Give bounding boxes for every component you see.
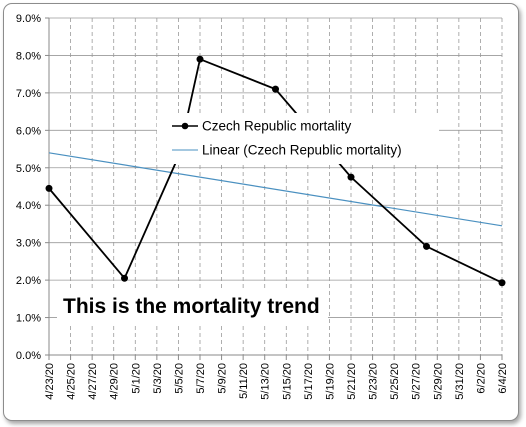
x-tick-label: 5/9/20 xyxy=(217,363,229,394)
x-tick-label: 4/23/20 xyxy=(44,363,56,400)
y-tick-label: 9.0% xyxy=(16,13,41,25)
data-point xyxy=(498,279,506,287)
x-tick-label: 5/5/20 xyxy=(173,363,185,394)
legend: Czech Republic mortality Linear (Czech R… xyxy=(157,113,439,164)
y-tick-label: 8.0% xyxy=(16,50,41,62)
data-point xyxy=(45,184,53,192)
data-point xyxy=(272,85,279,93)
x-tick-label: 6/2/20 xyxy=(475,363,487,394)
x-tick-label: 4/29/20 xyxy=(109,363,121,400)
y-tick-label: 4.0% xyxy=(16,200,41,212)
y-tick-label: 7.0% xyxy=(16,88,41,100)
y-tick-label: 2.0% xyxy=(16,275,41,287)
x-tick-label: 5/11/20 xyxy=(238,363,250,399)
x-tick-label: 5/19/20 xyxy=(324,363,336,400)
data-point xyxy=(423,242,430,250)
x-tick-label: 5/21/20 xyxy=(346,363,358,400)
x-tick-label: 5/7/20 xyxy=(195,363,207,394)
data-point xyxy=(121,274,128,282)
mortality-line xyxy=(48,57,503,284)
x-tick-label: 5/25/20 xyxy=(389,363,401,400)
annotation-text: This is the mortality trend xyxy=(57,290,328,324)
x-tick-label: 5/31/20 xyxy=(454,363,466,400)
x-tick-label: 5/1/20 xyxy=(130,363,142,394)
x-tick-label: 5/29/20 xyxy=(432,363,444,400)
x-tick-label: 4/27/20 xyxy=(87,363,99,400)
x-tick-label: 5/3/20 xyxy=(152,363,164,394)
y-tick-label: 0.0% xyxy=(16,350,41,362)
trendline xyxy=(48,152,503,227)
x-tick-label: 4/25/20 xyxy=(66,363,78,400)
y-tick-label: 6.0% xyxy=(16,125,41,137)
y-tick-label: 1.0% xyxy=(16,313,41,325)
y-tick-label: 5.0% xyxy=(16,163,41,175)
legend-marker-mortality-dot xyxy=(181,122,189,130)
x-tick-label: 5/15/20 xyxy=(281,363,293,400)
data-point xyxy=(347,173,355,181)
legend-label-trendline: Linear (Czech Republic mortality) xyxy=(202,143,402,158)
x-tick-label: 5/23/20 xyxy=(368,363,380,400)
x-tick-label: 6/4/20 xyxy=(497,363,509,394)
legend-label-mortality: Czech Republic mortality xyxy=(202,119,352,134)
x-tick-label: 5/27/20 xyxy=(411,363,423,400)
x-tick-label: 5/13/20 xyxy=(260,363,272,400)
data-point xyxy=(196,55,204,63)
x-tick-label: 5/17/20 xyxy=(303,363,315,400)
legend-box xyxy=(157,113,439,164)
y-tick-label: 3.0% xyxy=(16,238,41,250)
